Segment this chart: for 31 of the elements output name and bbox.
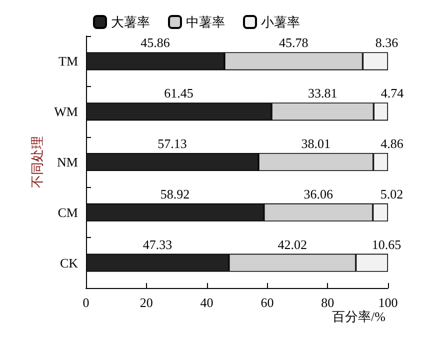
legend-label: 中薯率 [186,14,225,30]
data-label: 33.81 [308,86,338,101]
data-label: 36.06 [304,186,334,202]
y-tick-label: NM [57,154,78,170]
data-label: 45.86 [140,35,170,50]
x-tick-label: 80 [321,295,334,310]
x-tick-label: 100 [378,295,398,310]
data-label: 8.36 [375,35,399,50]
legend-label: 大薯率 [111,14,150,30]
data-label: 4.86 [380,136,404,151]
data-label: 38.01 [301,136,331,151]
y-tick-label: CM [58,204,78,220]
legend-label: 小薯率 [261,14,300,30]
data-label: 10.65 [372,236,402,252]
data-label: 45.78 [279,35,308,50]
y-tick-label: CK [60,255,79,270]
data-label: 47.33 [142,236,172,252]
x-tick-label: 20 [140,295,153,310]
data-label: 58.92 [160,186,190,202]
data-label: 61.45 [164,86,194,101]
data-label: 42.02 [278,236,308,252]
x-tick-label: 60 [260,295,274,310]
data-label: 4.74 [380,86,404,101]
x-axis-title: 百分率/% [332,309,386,324]
x-tick-label: 40 [200,295,214,310]
y-axis-title: 不同处理 [29,136,44,188]
y-tick-label: TM [58,54,78,69]
x-tick-label: 0 [82,295,90,310]
data-label: 5.02 [380,186,404,202]
y-tick-label: WM [54,104,78,120]
data-label: 57.13 [158,136,187,151]
